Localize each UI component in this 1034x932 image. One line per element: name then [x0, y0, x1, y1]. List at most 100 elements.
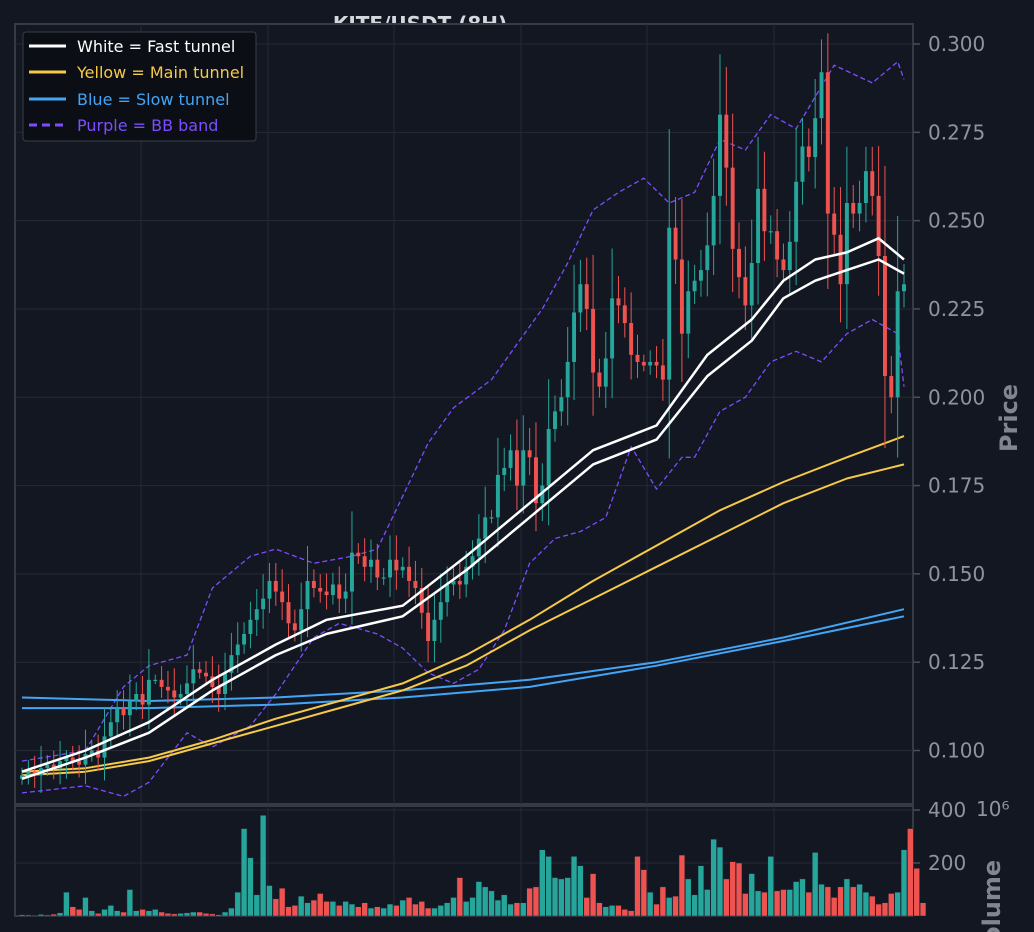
candle-body — [591, 308, 596, 373]
volume-bar — [75, 909, 83, 917]
volume-bar — [25, 914, 32, 917]
y-tick-label: 0.225 — [928, 297, 985, 321]
candle-body — [610, 298, 615, 359]
volume-bar — [133, 910, 140, 917]
y-tick-label: 0.175 — [928, 474, 985, 498]
candle-body — [165, 686, 170, 691]
y-tick-label: 0.150 — [928, 562, 985, 586]
candle-body — [540, 485, 545, 504]
candle-body — [457, 580, 462, 585]
legend: White = Fast tunnel Yellow = Main tunnel… — [22, 31, 257, 142]
volume-bar — [811, 852, 819, 917]
volume-bar — [336, 905, 343, 917]
candle-body — [134, 693, 139, 702]
candle-body — [857, 202, 862, 214]
candle-body — [77, 761, 82, 765]
candle-body — [108, 722, 113, 737]
candle-body — [762, 188, 767, 232]
candle-body — [584, 284, 589, 309]
candle-body — [261, 598, 266, 610]
volume-bar — [818, 883, 825, 917]
volume-bar — [94, 913, 102, 917]
volume-bar — [145, 910, 153, 917]
volume-bar — [475, 881, 483, 917]
candle-body — [489, 517, 494, 519]
candle-body — [451, 580, 456, 585]
candle-body — [838, 234, 843, 285]
volume-bar — [716, 846, 724, 917]
volume-bar — [355, 906, 362, 917]
volume-bar — [494, 899, 502, 917]
candle-body — [349, 552, 354, 592]
volume-bar — [754, 890, 762, 917]
volume-bar — [881, 902, 889, 917]
volume-bar — [329, 901, 337, 917]
candle-body — [26, 771, 31, 776]
volume-bar — [367, 907, 375, 917]
candle-body — [534, 457, 538, 504]
y-tick-label: 0.250 — [928, 209, 985, 233]
candle-body — [445, 584, 450, 603]
volume-bar — [266, 885, 273, 917]
candle-body — [559, 397, 564, 412]
volume-bar — [253, 894, 260, 917]
candle-body — [863, 171, 868, 203]
candle-body — [718, 114, 722, 196]
volume-axis-label: Volume — [978, 860, 1006, 932]
candle-body — [578, 284, 583, 313]
candle-body — [419, 588, 424, 613]
volume-bar — [272, 898, 279, 917]
volume-tick-label: 400 — [928, 798, 966, 822]
volume-bar — [831, 897, 838, 917]
candle-body — [337, 584, 342, 599]
candle-body — [635, 354, 640, 362]
volume-bar — [114, 910, 121, 917]
candle-body — [705, 245, 710, 271]
price-panel-frame — [14, 23, 914, 805]
legend-item-slow: Blue = Slow tunnel — [29, 90, 230, 109]
volume-bar — [570, 856, 578, 917]
candle-body — [254, 609, 259, 620]
volume-bar — [380, 907, 387, 917]
volume-bar — [583, 897, 590, 917]
candle-body — [127, 701, 132, 716]
volume-bar — [386, 903, 394, 917]
legend-label-bb: Purple = BB band — [77, 116, 218, 135]
volume-bar — [469, 897, 476, 917]
candle-body — [660, 365, 665, 380]
volume-bar — [551, 877, 559, 917]
legend-label-slow: Blue = Slow tunnel — [77, 90, 230, 109]
candle-body — [248, 619, 253, 634]
candle-body — [318, 588, 323, 592]
volume-bar — [247, 857, 254, 917]
candle-body — [146, 679, 151, 705]
candle-body — [305, 580, 310, 610]
candle-body — [229, 655, 234, 673]
candle-body — [64, 757, 69, 762]
volume-bar — [18, 914, 26, 917]
candle-body — [51, 764, 56, 769]
series-line-slow-tunnel-upper — [21, 608, 905, 702]
volume-bar — [456, 877, 463, 917]
volume-bar — [888, 893, 895, 917]
candle-body — [546, 429, 551, 486]
candle-body — [730, 167, 735, 249]
candle-body — [70, 757, 75, 762]
volume-bar — [799, 878, 806, 917]
candle-body — [502, 467, 507, 475]
volume-bar — [824, 886, 832, 917]
fast-tunnel — [21, 237, 905, 780]
volume-bar — [431, 907, 438, 917]
candle-body — [438, 602, 443, 620]
candle-body — [153, 679, 158, 682]
volume-bar — [215, 914, 222, 917]
candle-body — [394, 559, 399, 571]
volume-bar — [323, 901, 330, 917]
candle-body — [388, 559, 392, 578]
volume-panel: 200 400 10⁶ Volume — [14, 797, 1009, 932]
volume-bar — [190, 911, 197, 917]
legend-label-main: Yellow = Main tunnel — [76, 63, 244, 82]
volume-bar — [374, 906, 381, 917]
volume-bar — [304, 902, 311, 917]
